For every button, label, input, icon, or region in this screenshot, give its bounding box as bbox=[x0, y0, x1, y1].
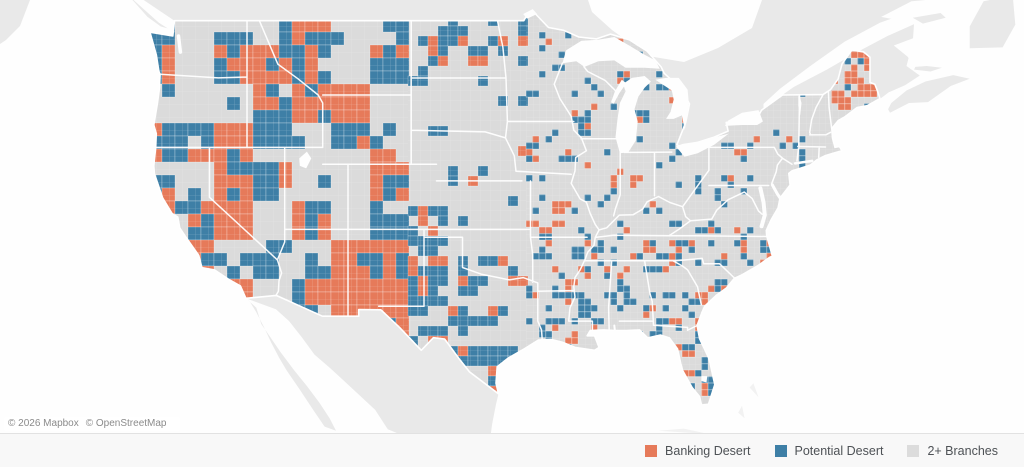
potential-desert-swatch-icon bbox=[774, 444, 787, 457]
branches-swatch-icon bbox=[907, 444, 920, 457]
map-attribution: © 2026 Mapbox © OpenStreetMap bbox=[4, 417, 180, 431]
mapbox-attribution-link[interactable]: © 2026 Mapbox bbox=[8, 418, 79, 429]
banking-desert-swatch-icon bbox=[645, 444, 658, 457]
legend-label-banking-desert: Banking Desert bbox=[665, 443, 751, 458]
legend-label-potential-desert: Potential Desert bbox=[794, 443, 884, 458]
legend-item-potential-desert[interactable]: Potential Desert bbox=[774, 443, 884, 458]
legend-label-2plus-branches: 2+ Branches bbox=[927, 443, 998, 458]
map-canvas[interactable]: © 2026 Mapbox © OpenStreetMap bbox=[0, 0, 1024, 433]
osm-attribution-link[interactable]: © OpenStreetMap bbox=[85, 418, 167, 429]
legend-item-2plus-branches[interactable]: 2+ Branches bbox=[907, 444, 998, 458]
us-choropleth-map[interactable] bbox=[0, 0, 1024, 433]
legend-bar: Banking Desert Potential Desert 2+ Branc… bbox=[0, 433, 1024, 467]
legend-item-banking-desert[interactable]: Banking Desert bbox=[645, 443, 751, 458]
